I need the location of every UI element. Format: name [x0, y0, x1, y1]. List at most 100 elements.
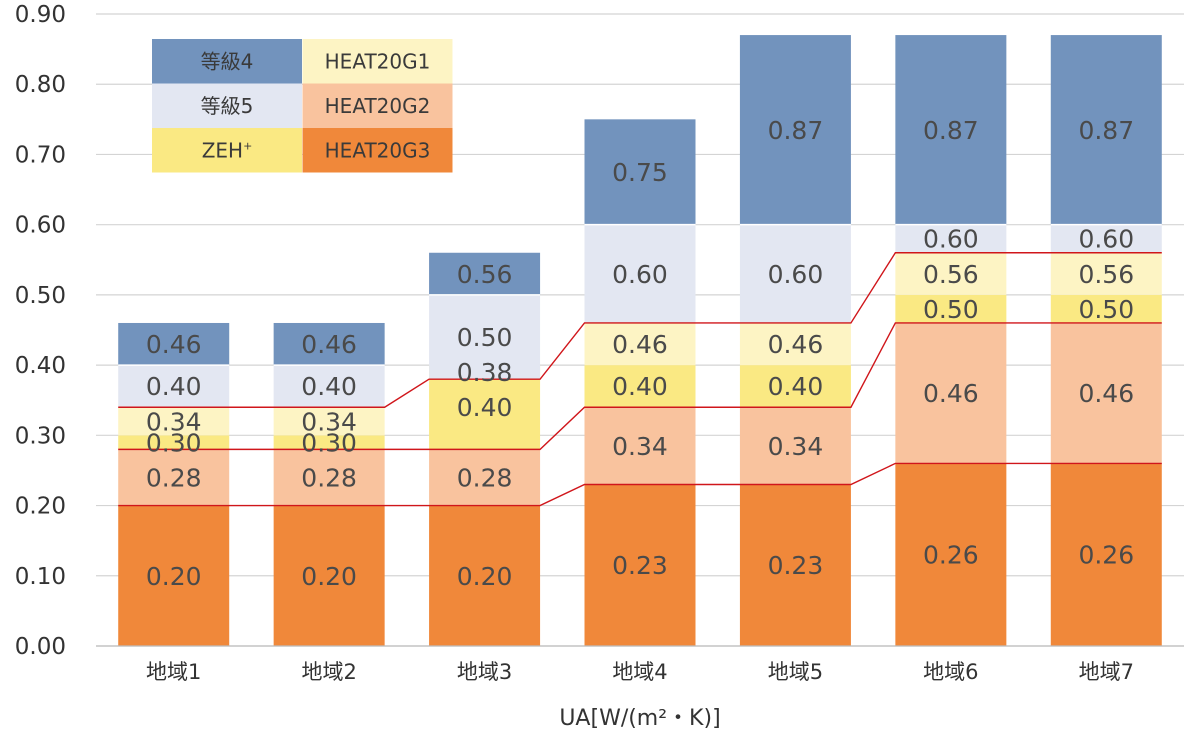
bar-segment — [429, 449, 541, 506]
legend-label: HEAT20G1 — [325, 49, 431, 73]
legend-swatch — [152, 128, 302, 173]
bar-segment — [429, 505, 541, 646]
segment-label: 0.60 — [612, 260, 668, 289]
bar-segment — [118, 322, 230, 366]
segment-label: 0.60 — [923, 225, 979, 254]
x-tick-label: 地域6 — [923, 660, 978, 684]
legend-swatch — [302, 128, 453, 173]
segment-label: 0.40 — [612, 372, 668, 401]
segment-label: 0.34 — [301, 407, 357, 436]
segment-label: 0.26 — [923, 541, 979, 570]
segment-label: 0.40 — [301, 372, 357, 401]
segment-label: 0.34 — [768, 432, 824, 461]
segment-label: 0.26 — [1078, 541, 1134, 570]
segment-label: 0.34 — [612, 432, 668, 461]
x-axis-label: UA[W/(m²・K)] — [559, 706, 720, 731]
y-tick-label: 0.90 — [15, 2, 66, 28]
segment-label: 0.46 — [612, 330, 668, 359]
legend-label: HEAT20G3 — [325, 138, 431, 162]
y-tick-label: 0.00 — [15, 634, 66, 660]
bar-segment — [739, 224, 851, 323]
x-tick-label: 地域7 — [1079, 660, 1134, 684]
threshold-line — [118, 322, 1162, 451]
segment-label: 0.23 — [612, 551, 668, 580]
segment-label: 0.46 — [923, 379, 979, 408]
segment-label: 0.87 — [1078, 116, 1134, 145]
bar-segment — [1050, 463, 1162, 646]
segment-label: 0.40 — [768, 372, 824, 401]
bar-segment — [1050, 294, 1162, 323]
y-axis: 0.00 0.10 0.20 0.30 0.40 0.50 0.60 0.70 0.80 0.90 — [15, 2, 66, 660]
bar-segment — [118, 365, 230, 408]
bar-segment — [739, 322, 851, 366]
bar-segment — [273, 505, 385, 646]
segment-label: 0.56 — [1078, 260, 1134, 289]
segment-label: 0.34 — [146, 407, 202, 436]
segment-label: 0.75 — [612, 158, 668, 187]
segment-label: 0.46 — [1078, 379, 1134, 408]
segment-label: 0.40 — [146, 372, 202, 401]
segment-label: 0.30 — [146, 428, 202, 457]
threshold-line — [118, 462, 1162, 507]
bar-segment — [739, 484, 851, 646]
y-tick-label: 0.40 — [15, 353, 66, 379]
y-tick-label: 0.70 — [15, 142, 66, 168]
segment-label: 0.46 — [146, 330, 202, 359]
x-tick-label: 地域5 — [768, 660, 823, 684]
segment-label: 0.87 — [768, 116, 824, 145]
bar-segment — [584, 119, 696, 225]
bar-segment — [584, 224, 696, 323]
bar-segment — [273, 365, 385, 408]
x-tick-label: 地域4 — [612, 660, 667, 684]
bar-segment — [118, 449, 230, 506]
y-tick-label: 0.10 — [15, 564, 66, 590]
segment-label: 0.56 — [457, 260, 513, 289]
segment-label: 0.20 — [301, 562, 357, 591]
legend-swatch — [152, 39, 302, 84]
bar-segment — [584, 407, 696, 485]
legend-swatch — [302, 39, 453, 84]
x-tick-label: 地域3 — [457, 660, 512, 684]
segment-label: 0.30 — [301, 428, 357, 457]
bar-segment — [273, 449, 385, 506]
segment-label: 0.56 — [923, 260, 979, 289]
bar-segment — [584, 322, 696, 366]
bar-segment — [739, 407, 851, 485]
segment-label: 0.46 — [768, 330, 824, 359]
bar-segment — [895, 294, 1007, 323]
x-tick-label: 地域2 — [301, 660, 356, 684]
legend-label: HEAT20G2 — [325, 94, 431, 118]
bar-segment — [118, 435, 230, 450]
bar-segment — [739, 35, 851, 225]
x-axis: 地域1 地域2 地域3 地域4 地域5 地域6 地域7 — [96, 645, 1184, 684]
bar-segment — [584, 484, 696, 646]
y-tick-label: 0.30 — [15, 423, 66, 449]
bar-segment — [739, 365, 851, 408]
legend-swatch — [152, 83, 302, 128]
bar-segment — [273, 435, 385, 450]
bar-segment — [895, 35, 1007, 225]
legend-label: 等級4 — [201, 49, 254, 73]
segment-label: 0.28 — [457, 463, 513, 492]
bar-segment — [584, 365, 696, 408]
y-tick-label: 0.80 — [15, 72, 66, 98]
bar-segment — [1050, 35, 1162, 225]
bar-segment — [1050, 224, 1162, 253]
segment-label: 0.20 — [457, 562, 513, 591]
x-tick-label: 地域1 — [146, 660, 201, 684]
segment-label: 0.87 — [923, 116, 979, 145]
segment-label: 0.60 — [768, 260, 824, 289]
segment-label: 0.46 — [301, 330, 357, 359]
bar-segment — [895, 322, 1007, 464]
segment-label: 0.28 — [146, 463, 202, 492]
legend-label: 等級5 — [201, 94, 254, 118]
legend: 等級4 HEAT20G1 等級5 HEAT20G2 ZEH+ HEAT20G3 — [152, 39, 453, 173]
legend-swatch — [302, 83, 453, 128]
segment-label: 0.50 — [457, 323, 513, 352]
segment-label: 0.28 — [301, 463, 357, 492]
bar-segment — [895, 463, 1007, 646]
bar-segment — [118, 505, 230, 646]
segment-label: 0.20 — [146, 562, 202, 591]
threshold-line — [118, 252, 1162, 408]
